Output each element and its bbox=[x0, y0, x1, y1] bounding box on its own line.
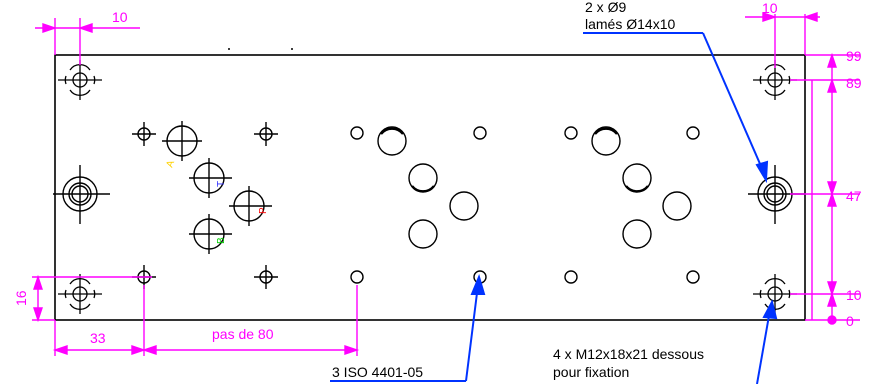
port-hole bbox=[591, 126, 621, 156]
leader-line bbox=[756, 309, 771, 384]
dim-arrow bbox=[827, 52, 837, 68]
dim-text-level: 89 bbox=[846, 75, 862, 91]
dim-arrow bbox=[827, 281, 837, 297]
bolt-hole bbox=[350, 126, 364, 140]
dim-text-bottom-pitch: pas de 80 bbox=[212, 326, 274, 342]
port-a-hole bbox=[162, 121, 202, 161]
leader-arrow bbox=[762, 299, 778, 320]
callout-counterbore-line1: 2 x Ø9 bbox=[585, 0, 626, 15]
leader-line bbox=[465, 284, 479, 382]
dim-text-bottom-first: 33 bbox=[90, 330, 106, 346]
dim-arrow bbox=[141, 345, 157, 355]
port-hole bbox=[449, 191, 479, 221]
bolt-hole bbox=[686, 126, 700, 140]
dim-arrow bbox=[802, 12, 818, 22]
bolt-hole bbox=[132, 122, 156, 146]
dim-arrow bbox=[827, 191, 837, 207]
leader-line bbox=[702, 32, 765, 174]
dim-arrow bbox=[33, 307, 43, 323]
port-hole bbox=[662, 191, 692, 221]
leader-arrow bbox=[470, 273, 486, 295]
port-b-hole bbox=[189, 214, 232, 254]
drawing-speck bbox=[291, 48, 293, 50]
dim-arrow bbox=[131, 345, 147, 355]
fixing-hole-top-left bbox=[58, 60, 102, 100]
dim-text-right-offset: 10 bbox=[762, 0, 778, 16]
dim-text-level: 0 bbox=[846, 313, 854, 329]
dim-arrow bbox=[77, 23, 93, 33]
port-p-hole bbox=[229, 186, 272, 226]
bolt-hole bbox=[564, 126, 578, 140]
dim-arrow bbox=[42, 23, 58, 33]
plate-outline bbox=[54, 54, 806, 321]
counterbore-left bbox=[53, 165, 110, 224]
drawing-speck bbox=[228, 48, 230, 50]
port-label-b: B bbox=[216, 237, 227, 244]
callout-counterbore-line2: lamés Ø14x10 bbox=[585, 16, 675, 32]
dim-text-level: 47 bbox=[846, 188, 862, 204]
port-t-hole bbox=[189, 158, 232, 198]
dim-text-level: 99 bbox=[846, 48, 862, 64]
port-label-p: P bbox=[258, 207, 269, 214]
port-label-a: A bbox=[164, 159, 177, 169]
bolt-hole bbox=[564, 270, 578, 284]
fixing-hole-bottom-right bbox=[753, 274, 797, 314]
dim-arrow bbox=[344, 345, 360, 355]
bolt-hole bbox=[254, 265, 278, 289]
dim-text-level: 10 bbox=[846, 287, 862, 303]
dim-arrow bbox=[827, 77, 837, 93]
port-hole bbox=[377, 126, 407, 156]
dim-arrow bbox=[762, 12, 778, 22]
bolt-hole bbox=[254, 122, 278, 146]
callout-fixing-line1: 4 x M12x18x21 dessous bbox=[553, 346, 704, 362]
dim-arrow bbox=[52, 345, 68, 355]
bolt-hole bbox=[686, 270, 700, 284]
port-label-t: T bbox=[216, 181, 227, 187]
leader-arrow bbox=[755, 160, 769, 184]
dim-text-left-offset: 10 bbox=[112, 9, 128, 25]
dim-arrow bbox=[827, 291, 837, 307]
dim-text-left-height: 16 bbox=[13, 290, 29, 306]
fixing-hole-bottom-left bbox=[58, 274, 102, 314]
callout-fixing-line2: pour fixation bbox=[553, 364, 629, 380]
port-hole bbox=[622, 219, 652, 249]
bolt-hole bbox=[350, 270, 364, 284]
port-hole bbox=[408, 219, 438, 249]
dim-origin-dot bbox=[827, 315, 837, 325]
bolt-hole bbox=[473, 126, 487, 140]
dim-arrow bbox=[827, 181, 837, 197]
dim-arrow bbox=[33, 274, 43, 290]
callout-iso-ref: 3 ISO 4401-05 bbox=[332, 364, 423, 380]
